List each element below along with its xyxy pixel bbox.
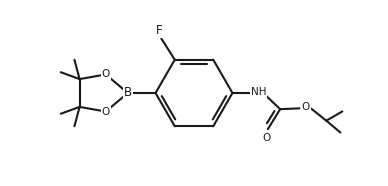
Text: O: O bbox=[102, 69, 110, 79]
Text: O: O bbox=[102, 107, 110, 117]
Text: O: O bbox=[263, 133, 271, 143]
Text: NH: NH bbox=[251, 87, 267, 97]
Text: F: F bbox=[156, 24, 163, 37]
Text: B: B bbox=[124, 86, 132, 100]
Text: O: O bbox=[302, 102, 310, 112]
